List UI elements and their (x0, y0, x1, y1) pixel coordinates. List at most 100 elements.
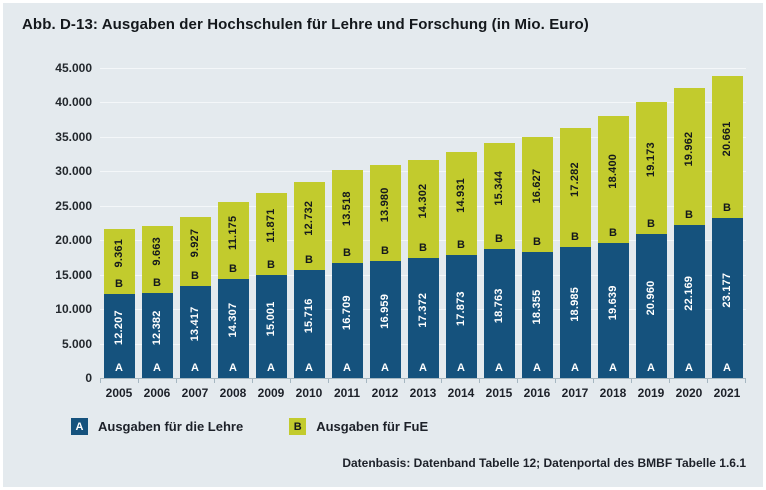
y-axis-label: 10.000 (55, 302, 92, 317)
bar-group: 14.931 B 17.873 A (442, 68, 480, 378)
bar-segment-a: 17.873 A (445, 254, 477, 378)
x-axis-label: 2018 (599, 386, 627, 400)
x-axis-label: 2019 (637, 386, 665, 400)
x-axis-label: 2009 (257, 386, 285, 400)
bar-segment-a: 19.639 A (597, 242, 629, 378)
axis-tick (555, 379, 557, 383)
bar-group: 11.175 B 14.307 A (214, 68, 252, 378)
bar-series-letter: A (723, 362, 731, 374)
bar-value-label: 13.980 (379, 187, 391, 223)
bar-stack: 13.980 B 16.959 A (369, 164, 401, 378)
bar-group: 20.661 B 23.177 A (708, 68, 746, 378)
y-axis-label: 45.000 (55, 61, 92, 75)
bar-stack: 19.173 B 20.960 A (635, 101, 667, 378)
y-axis-label: 20.000 (55, 233, 92, 248)
bar-series-letter: B (723, 202, 731, 215)
bar-segment-b: 16.627 B (521, 137, 553, 252)
legend-item-lehre: A Ausgaben für die Lehre (71, 418, 243, 435)
x-axis-label: 2010 (295, 386, 323, 400)
bar-segment-a: 20.960 A (635, 233, 667, 378)
bar-group: 13.980 B 16.959 A (366, 68, 404, 378)
y-axis-label: 35.000 (55, 129, 92, 144)
bar-series-letter: B (229, 263, 237, 276)
x-axis-label: 2012 (371, 386, 399, 400)
legend-item-fue: B Ausgaben für FuE (289, 418, 428, 435)
axis-tick (744, 379, 746, 383)
bar-stack: 18.400 B 19.639 A (597, 115, 629, 378)
x-axis-label: 2007 (181, 386, 209, 400)
bar-series-letter: B (191, 269, 199, 282)
bar-value-label: 11.871 (265, 208, 277, 243)
bar-series-letter: A (267, 362, 275, 374)
axis-tick (441, 379, 443, 383)
bar-series-letter: A (191, 362, 199, 374)
bar-value-label: 14.302 (417, 183, 429, 219)
bar-segment-b: 14.931 B (445, 152, 477, 255)
bar-segment-a: 16.959 A (369, 261, 401, 378)
bar-value-label: 17.282 (569, 162, 581, 198)
bar-segment-b: 9.361 B (103, 229, 135, 294)
bar-series-letter: B (533, 235, 541, 248)
bar-series-letter: B (267, 258, 275, 271)
bar-segment-a: 15.716 A (293, 269, 325, 378)
axis-tick (175, 379, 177, 383)
bar-group: 19.962 B 22.169 A (670, 68, 708, 378)
bar-segment-a: 15.001 A (255, 274, 287, 378)
bar-segment-b: 12.732 B (293, 182, 325, 270)
bar-stack: 9.663 B 12.382 A (141, 226, 173, 378)
x-axis-label: 2021 (713, 386, 741, 400)
bar-segment-a: 18.355 A (521, 251, 553, 378)
bar-value-label: 9.663 (151, 237, 163, 266)
x-axis-ticks (100, 379, 746, 384)
bar-group: 18.400 B 19.639 A (594, 68, 632, 378)
bar-segment-b: 11.175 B (217, 202, 249, 280)
bar-value-label: 19.962 (683, 131, 695, 166)
bar-value-label: 9.927 (189, 229, 201, 258)
axis-tick (669, 379, 671, 383)
bar-segment-a: 12.382 A (141, 292, 173, 378)
grid-line (100, 102, 746, 104)
x-axis-label: 2016 (523, 386, 551, 400)
x-axis: 2005 2006 2007 2008 2009 2010 2011 2012 2013 2014… (100, 386, 746, 400)
bar-segment-a: 13.417 A (179, 285, 211, 378)
bar-value-label: 16.627 (531, 168, 543, 204)
bar-series-letter: B (153, 276, 161, 289)
bar-group: 16.627 B 18.355 A (518, 68, 556, 378)
legend-swatch-b: B (289, 418, 307, 435)
legend-label-lehre: Ausgaben für die Lehre (98, 419, 244, 434)
bar-value-label: 12.732 (303, 200, 315, 236)
bar-stack: 19.962 B 22.169 A (673, 87, 705, 378)
bar-stack: 14.931 B 17.873 A (445, 152, 477, 378)
legend-label-fue: Ausgaben für FuE (316, 419, 429, 434)
axis-tick (707, 379, 708, 383)
bar-value-label: 18.355 (531, 289, 543, 325)
bar-series-letter: B (115, 277, 123, 290)
axis-tick (517, 379, 519, 383)
x-axis-label: 2014 (447, 386, 475, 400)
axis-tick (327, 379, 329, 383)
bar-segment-b: 19.962 B (673, 87, 705, 226)
bar-segment-b: 19.173 B (635, 101, 667, 234)
bar-group: 9.663 B 12.382 A (138, 68, 176, 378)
bar-segment-b: 13.518 B (331, 169, 363, 263)
plot-area: 9.361 B 12.207 A 9.663 B 12.382 A 9.927 B 13.417 A 1… (100, 68, 746, 378)
bar-stack: 11.175 B 14.307 A (217, 202, 249, 378)
bar-series-letter: A (685, 362, 693, 374)
bar-series-letter: B (685, 209, 693, 222)
bar-series-letter: A (115, 362, 123, 374)
y-axis-label: 5.000 (61, 336, 92, 351)
bar-group: 19.173 B 20.960 A (632, 68, 670, 378)
bar-stack: 17.282 B 18.985 A (559, 128, 591, 378)
axis-tick (289, 379, 291, 383)
bar-series-letter: A (647, 362, 655, 374)
bar-group: 9.927 B 13.417 A (176, 68, 214, 378)
bar-segment-b: 9.663 B (141, 226, 173, 293)
bar-value-label: 23.177 (721, 272, 733, 308)
bar-series-letter: A (343, 362, 351, 374)
bar-value-label: 20.960 (645, 280, 657, 316)
bar-stack: 9.927 B 13.417 A (179, 217, 211, 378)
axis-tick (479, 379, 481, 383)
bar-series-letter: B (495, 232, 503, 245)
y-axis-label: 15.000 (55, 267, 92, 282)
